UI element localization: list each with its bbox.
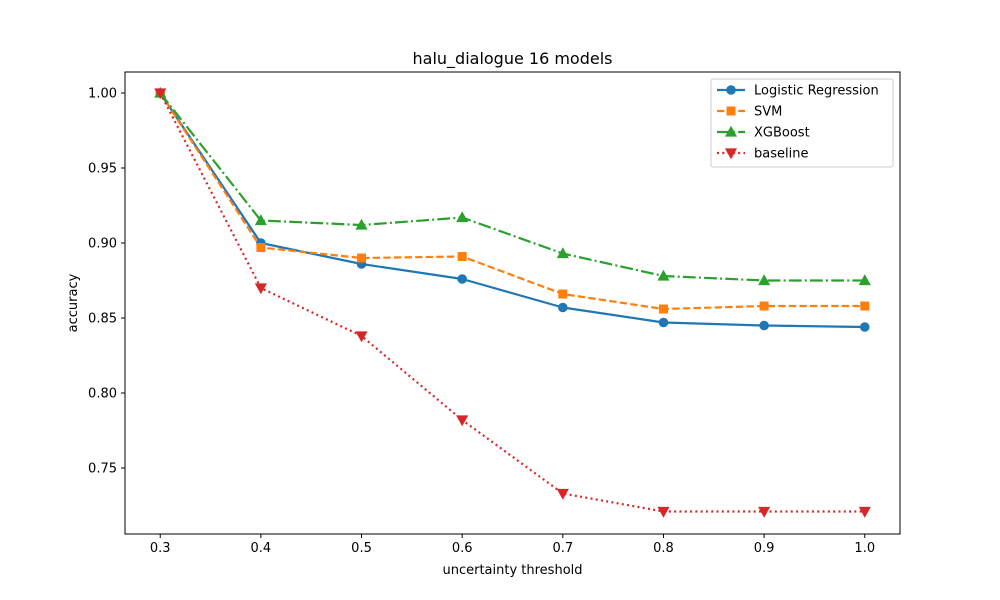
data-point [859, 322, 870, 332]
data-point [759, 320, 769, 331]
y-tick-label: 0.95 [88, 162, 117, 177]
y-axis-label: accuracy [66, 273, 81, 332]
data-point [657, 506, 670, 518]
chart-title: halu_dialogue 16 models [413, 49, 613, 69]
data-point [355, 331, 368, 343]
data-point [558, 289, 568, 299]
data-point [758, 274, 771, 286]
data-point [456, 415, 469, 427]
data-point [658, 317, 669, 328]
y-axis: 0.75 0.80 0.85 0.90 0.95 1.00 [88, 87, 125, 477]
series-baseline [154, 88, 871, 518]
data-point [657, 269, 670, 281]
legend-marker [724, 125, 738, 137]
data-point [254, 214, 267, 226]
plot-frame [124, 71, 901, 535]
series-line [159, 92, 865, 329]
legend-marker [726, 106, 736, 116]
data-point [457, 252, 467, 261]
legend-item: Logistic Regression [717, 84, 879, 99]
legend-item: baseline [717, 147, 808, 162]
data-point [154, 88, 167, 100]
data-point [556, 247, 569, 259]
x-tick-label: 0.5 [351, 541, 372, 556]
data-point [759, 301, 769, 311]
data-point [556, 488, 569, 500]
data-point [860, 301, 870, 311]
x-tick-label: 1.0 [854, 541, 875, 556]
legend-label: XGBoost [754, 126, 810, 141]
y-tick-label: 0.85 [88, 312, 117, 327]
series-line [159, 92, 865, 282]
legend-item: XGBoost [717, 126, 810, 141]
data-point [254, 283, 267, 295]
x-tick-label: 0.4 [251, 541, 272, 556]
x-tick-label: 0.7 [552, 541, 573, 556]
legend-label: Logistic Regression [754, 84, 879, 99]
y-tick-label: 0.75 [88, 462, 117, 477]
legend: Logistic Regression SVM XGBoost baseline [710, 78, 894, 168]
legend-label: baseline [754, 147, 808, 162]
x-tick-label: 0.8 [653, 541, 674, 556]
x-axis: 0.3 0.4 0.5 0.6 0.7 0.8 0.9 1.0 [150, 534, 875, 556]
data-point [658, 304, 668, 314]
data-point [456, 211, 469, 223]
legend-marker [726, 85, 736, 95]
legend-item: SVM [717, 105, 782, 120]
plot-area [154, 86, 871, 518]
y-tick-label: 0.90 [88, 237, 117, 252]
data-point [256, 243, 266, 252]
x-tick-label: 0.6 [452, 541, 473, 556]
data-point [758, 506, 771, 518]
data-point [457, 274, 467, 284]
data-point [357, 253, 367, 263]
data-point [558, 302, 568, 313]
series-line [159, 92, 865, 311]
legend-marker [724, 148, 738, 160]
legend-label: SVM [754, 105, 782, 120]
x-axis-label: uncertainty threshold [442, 563, 582, 578]
x-tick-label: 0.3 [150, 541, 171, 556]
y-tick-label: 1.00 [88, 87, 117, 102]
y-tick-label: 0.80 [88, 387, 117, 402]
data-point [858, 506, 871, 518]
data-point [355, 218, 368, 230]
legend-box [710, 78, 894, 168]
data-point [858, 274, 871, 286]
x-tick-label: 0.9 [754, 541, 775, 556]
series-xgboost [154, 86, 871, 286]
